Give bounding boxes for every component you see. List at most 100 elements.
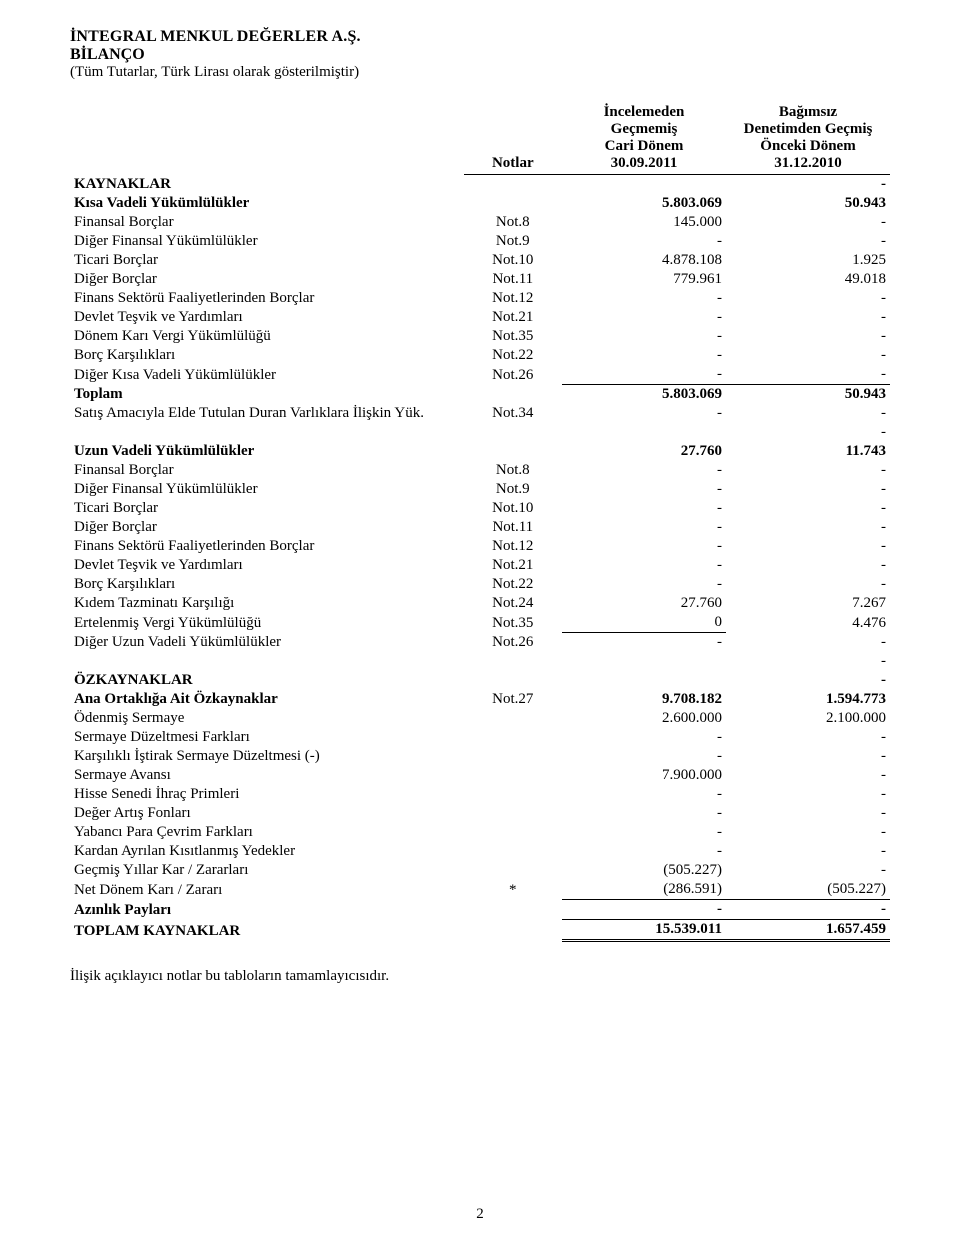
row-value-prior: - — [726, 633, 890, 653]
row-value-current — [562, 175, 726, 195]
table-row: Satış Amacıyla Elde Tutulan Duran Varlık… — [70, 404, 890, 423]
row-note — [464, 785, 562, 804]
row-note — [464, 766, 562, 785]
row-note — [464, 175, 562, 195]
header-col2-l3: Önceki Dönem — [760, 138, 855, 154]
table-row: Ana Ortaklığa Ait ÖzkaynaklarNot.279.708… — [70, 690, 890, 709]
row-note — [464, 804, 562, 823]
row-value-current — [562, 671, 726, 690]
row-value-prior: - — [726, 404, 890, 423]
row-value-prior: - — [726, 823, 890, 842]
row-value-current: - — [562, 575, 726, 594]
row-value-current: 5.803.069 — [562, 194, 726, 213]
row-value-prior: - — [726, 346, 890, 365]
row-value-current — [562, 423, 726, 442]
row-value-prior: 1.657.459 — [726, 920, 890, 941]
row-value-current: - — [562, 728, 726, 747]
row-note: Not.27 — [464, 690, 562, 709]
row-label: Satış Amacıyla Elde Tutulan Duran Varlık… — [70, 404, 464, 423]
row-note: Not.11 — [464, 270, 562, 289]
row-note: Not.10 — [464, 251, 562, 270]
header-blank — [70, 103, 464, 175]
row-value-prior: 1.594.773 — [726, 690, 890, 709]
row-value-current: - — [562, 537, 726, 556]
row-note — [464, 747, 562, 766]
table-row: Karşılıklı İştirak Sermaye Düzeltmesi (-… — [70, 747, 890, 766]
row-value-prior: - — [726, 499, 890, 518]
table-row: Geçmiş Yıllar Kar / Zararları(505.227)- — [70, 861, 890, 880]
row-value-prior: - — [726, 461, 890, 480]
row-value-prior: - — [726, 652, 890, 671]
table-row: Ertelenmiş Vergi YükümlülüğüNot.3504.476 — [70, 613, 890, 633]
row-value-current: - — [562, 804, 726, 823]
table-row: TOPLAM KAYNAKLAR15.539.0111.657.459 — [70, 920, 890, 941]
row-note: * — [464, 880, 562, 900]
row-label: Karşılıklı İştirak Sermaye Düzeltmesi (-… — [70, 747, 464, 766]
row-label: Hisse Senedi İhraç Primleri — [70, 785, 464, 804]
row-value-current: - — [562, 308, 726, 327]
header-col1-l3: Cari Dönem — [605, 138, 684, 154]
table-row: Diğer Uzun Vadeli YükümlülüklerNot.26-- — [70, 633, 890, 653]
row-note: Not.34 — [464, 404, 562, 423]
row-value-current: 0 — [562, 613, 726, 633]
table-row: Ödenmiş Sermaye2.600.0002.100.000 — [70, 709, 890, 728]
row-label: Diğer Borçlar — [70, 518, 464, 537]
row-value-prior: - — [726, 308, 890, 327]
table-row: Diğer BorçlarNot.11-- — [70, 518, 890, 537]
row-value-prior: - — [726, 861, 890, 880]
table-row: Hisse Senedi İhraç Primleri-- — [70, 785, 890, 804]
row-note — [464, 442, 562, 461]
row-note: Not.35 — [464, 327, 562, 346]
row-label — [70, 652, 464, 671]
table-row: KAYNAKLAR- — [70, 175, 890, 195]
row-label: Ertelenmiş Vergi Yükümlülüğü — [70, 613, 464, 633]
row-value-current: - — [562, 842, 726, 861]
row-note: Not.9 — [464, 480, 562, 499]
row-value-current: 15.539.011 — [562, 920, 726, 941]
header-col1-l4: 30.09.2011 — [611, 155, 678, 171]
row-value-current: - — [562, 346, 726, 365]
row-value-current: 9.708.182 — [562, 690, 726, 709]
header-notes-label: Notlar — [492, 155, 534, 171]
table-row: Diğer Finansal YükümlülüklerNot.9-- — [70, 480, 890, 499]
row-value-current: 5.803.069 — [562, 385, 726, 405]
table-row: Dönem Karı Vergi YükümlülüğüNot.35-- — [70, 327, 890, 346]
header-col1-l1: İncelemeden — [604, 104, 685, 120]
row-label: Ticari Borçlar — [70, 251, 464, 270]
table-header-row: Notlar İncelemeden Geçmemiş Cari Dönem 3… — [70, 103, 890, 175]
row-value-current: - — [562, 556, 726, 575]
row-value-prior: - — [726, 480, 890, 499]
row-value-prior: - — [726, 575, 890, 594]
row-label — [70, 423, 464, 442]
header-col1: İncelemeden Geçmemiş Cari Dönem 30.09.20… — [562, 103, 726, 175]
row-note: Not.8 — [464, 213, 562, 232]
row-label: KAYNAKLAR — [70, 175, 464, 195]
row-label: Ödenmiş Sermaye — [70, 709, 464, 728]
row-value-current: - — [562, 461, 726, 480]
header-col2-l1: Bağımsız — [779, 104, 837, 120]
row-note: Not.35 — [464, 613, 562, 633]
balance-sheet-table: Notlar İncelemeden Geçmemiş Cari Dönem 3… — [70, 103, 890, 942]
row-label: Net Dönem Karı / Zararı — [70, 880, 464, 900]
row-value-current: - — [562, 785, 726, 804]
row-label: Ticari Borçlar — [70, 499, 464, 518]
row-value-prior: - — [726, 289, 890, 308]
header-notes: Notlar — [464, 103, 562, 175]
row-note — [464, 385, 562, 405]
row-value-current: - — [562, 232, 726, 251]
row-note — [464, 920, 562, 941]
row-value-current: - — [562, 823, 726, 842]
row-value-current: - — [562, 499, 726, 518]
row-label: Borç Karşılıkları — [70, 575, 464, 594]
row-value-prior: 1.925 — [726, 251, 890, 270]
row-value-prior: 4.476 — [726, 613, 890, 633]
table-row: Diğer Kısa Vadeli YükümlülüklerNot.26-- — [70, 365, 890, 385]
table-body: KAYNAKLAR-Kısa Vadeli Yükümlülükler5.803… — [70, 175, 890, 941]
row-value-current: - — [562, 404, 726, 423]
header-col2-l2: Denetimden Geçmiş — [744, 121, 873, 137]
row-label: Değer Artış Fonları — [70, 804, 464, 823]
row-note — [464, 900, 562, 920]
row-label: Devlet Teşvik ve Yardımları — [70, 308, 464, 327]
row-note — [464, 671, 562, 690]
page-container: İNTEGRAL MENKUL DEĞERLER A.Ş. BİLANÇO (T… — [0, 0, 960, 1251]
